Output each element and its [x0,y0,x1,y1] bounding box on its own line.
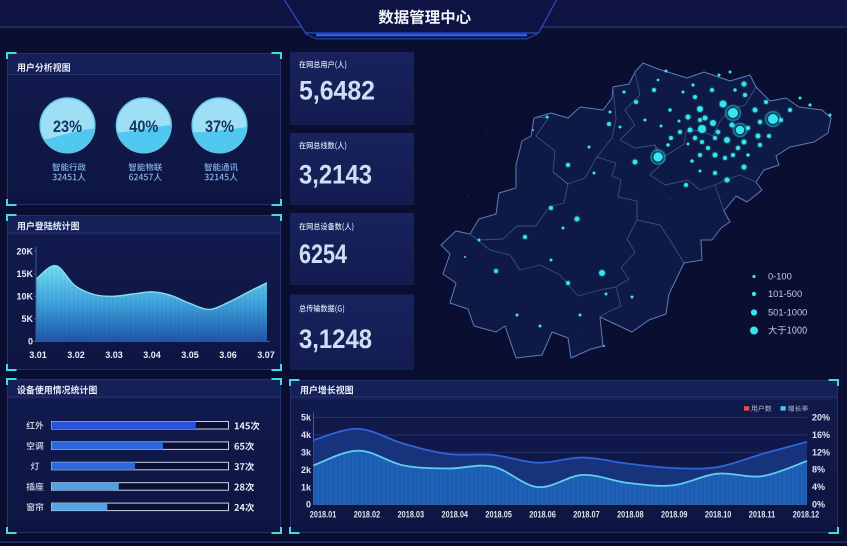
svg-text:0: 0 [306,500,311,510]
svg-text:2018.03: 2018.03 [398,510,425,520]
svg-text:2018.06: 2018.06 [529,510,556,520]
svg-text:20K: 20K [16,246,33,256]
svg-text:3,2143: 3,2143 [299,159,372,189]
svg-text:3.01: 3.01 [29,350,47,360]
svg-text:3.02: 3.02 [67,350,85,360]
svg-text:12%: 12% [812,447,830,457]
svg-text:3k: 3k [301,448,312,458]
svg-text:0%: 0% [812,500,825,510]
svg-text:2018.12: 2018.12 [793,510,820,520]
svg-text:3.05: 3.05 [181,350,199,360]
svg-text:3.07: 3.07 [257,350,275,360]
svg-text:2018.05: 2018.05 [485,510,512,520]
svg-text:501-1000: 501-1000 [768,308,807,318]
svg-text:2018.01: 2018.01 [310,510,337,520]
svg-text:2018.09: 2018.09 [661,510,688,520]
svg-text:3.03: 3.03 [105,350,123,360]
svg-text:101-500: 101-500 [768,289,802,299]
svg-text:2018.04: 2018.04 [442,510,469,520]
svg-text:2018.11: 2018.11 [749,510,776,520]
svg-text:1k: 1k [301,482,312,492]
svg-text:40%: 40% [129,117,158,136]
svg-text:4k: 4k [301,430,312,440]
svg-text:5K: 5K [21,314,33,324]
svg-text:23%: 23% [53,117,82,136]
svg-text:8%: 8% [812,465,825,475]
svg-text:5,6482: 5,6482 [299,75,375,105]
svg-text:3,1248: 3,1248 [299,324,372,354]
svg-text:2018.02: 2018.02 [354,510,381,520]
svg-text:4%: 4% [812,482,825,492]
svg-text:2018.10: 2018.10 [705,510,732,520]
svg-text:2018.08: 2018.08 [617,510,644,520]
svg-text:5k: 5k [301,413,312,423]
svg-text:3.06: 3.06 [219,350,237,360]
svg-text:6254: 6254 [299,239,347,269]
svg-text:2k: 2k [301,465,312,475]
svg-text:16%: 16% [812,430,830,440]
svg-text:10K: 10K [16,292,33,302]
svg-text:15K: 15K [16,269,33,279]
svg-text:20%: 20% [812,413,830,423]
svg-text:2018.07: 2018.07 [573,510,600,520]
svg-text:3.04: 3.04 [143,350,161,360]
svg-text:0-100: 0-100 [768,272,792,282]
svg-text:0: 0 [28,337,33,347]
svg-text:37%: 37% [205,117,234,136]
